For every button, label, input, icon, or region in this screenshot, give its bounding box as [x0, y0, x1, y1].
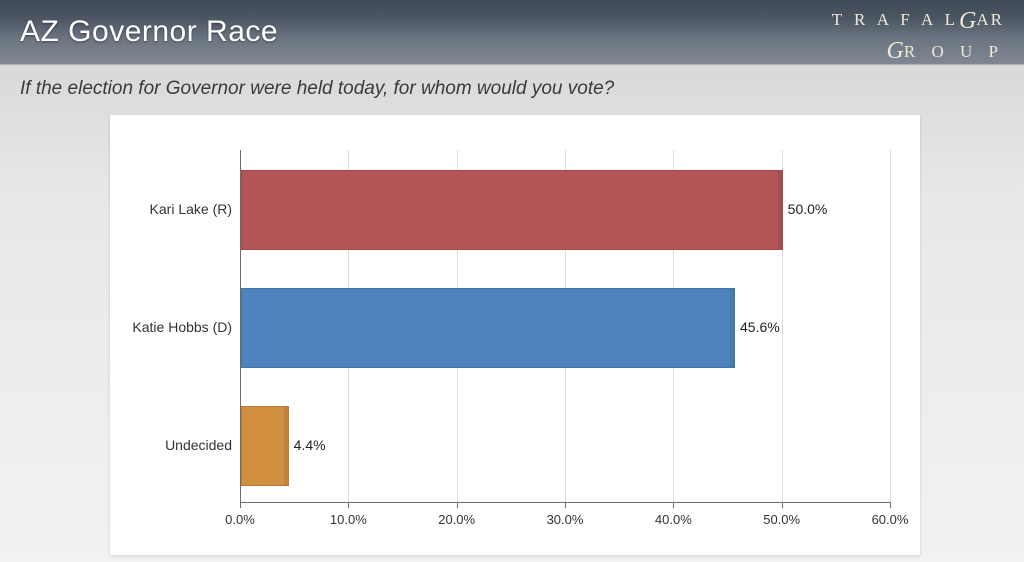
logo-line-2: GR O U P	[832, 36, 1004, 66]
x-tick-label: 20.0%	[438, 512, 475, 527]
x-tick-label: 50.0%	[763, 512, 800, 527]
x-tick	[673, 502, 674, 508]
brand-logo: T R A F A LGAR GR O U P	[832, 6, 1004, 66]
bar-chart: 0.0% 10.0% 20.0% 30.0% 40.0% 50.0% 60.0% Kari L…	[110, 140, 920, 550]
x-tick-label: 0.0%	[225, 512, 255, 527]
logo-line-1: T R A F A LGAR	[832, 6, 1004, 36]
x-tick	[565, 502, 566, 508]
x-tick	[890, 502, 891, 508]
x-tick-label: 30.0%	[547, 512, 584, 527]
chart-card: 0.0% 10.0% 20.0% 30.0% 40.0% 50.0% 60.0% Kari L…	[110, 115, 920, 555]
x-tick-label: 40.0%	[655, 512, 692, 527]
bar-value-label: 4.4%	[294, 437, 326, 453]
x-tick-label: 60.0%	[872, 512, 909, 527]
bar-value-label: 50.0%	[788, 201, 828, 217]
x-tick	[782, 502, 783, 508]
category-label: Undecided	[112, 437, 232, 453]
x-tick	[240, 502, 241, 508]
category-label: Katie Hobbs (D)	[112, 319, 232, 335]
question-subtitle: If the election for Governor were held t…	[0, 64, 1024, 100]
bar	[241, 406, 289, 486]
slide: AZ Governor Race T R A F A LGAR GR O U P…	[0, 0, 1024, 562]
x-tick	[348, 502, 349, 508]
bar	[241, 288, 735, 368]
grid-line	[890, 150, 891, 502]
category-label: Kari Lake (R)	[112, 201, 232, 217]
bar	[241, 170, 783, 250]
bar-value-label: 45.6%	[740, 319, 780, 335]
page-title: AZ Governor Race	[20, 15, 278, 49]
header-banner: AZ Governor Race T R A F A LGAR GR O U P	[0, 0, 1024, 64]
x-tick	[457, 502, 458, 508]
x-tick-label: 10.0%	[330, 512, 367, 527]
